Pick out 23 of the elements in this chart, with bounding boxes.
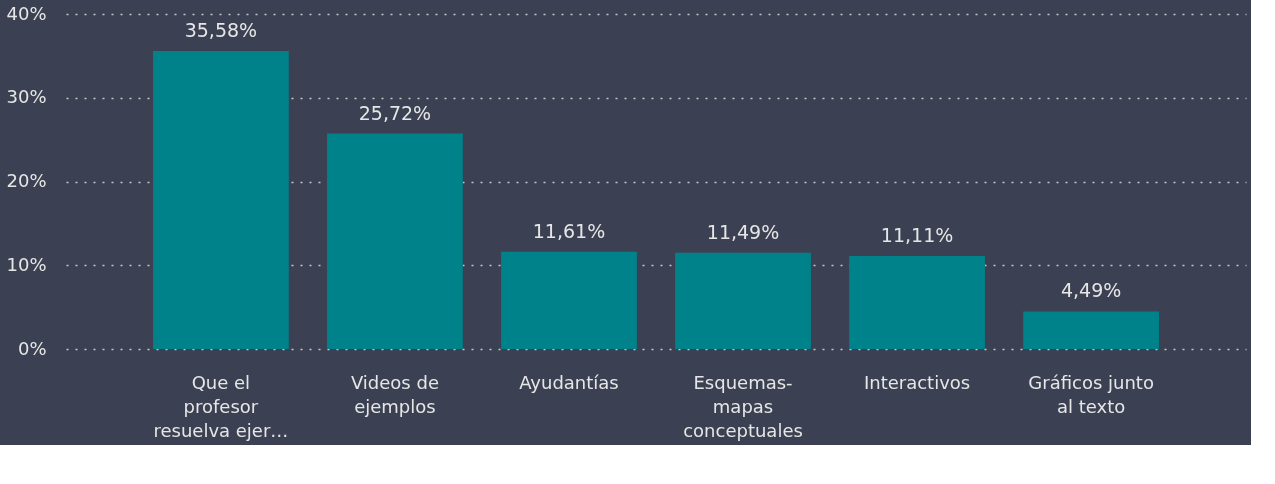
- bar: [675, 252, 811, 349]
- x-tick-label: Esquemas-mapas conceptuales: [683, 371, 803, 441]
- data-label: 35,58%: [184, 19, 258, 42]
- data-label: 4,49%: [1060, 279, 1122, 302]
- data-label: 11,49%: [706, 220, 780, 243]
- y-tick-label: 40%: [6, 2, 47, 24]
- y-tick-label: 30%: [6, 86, 47, 108]
- bar: [153, 51, 289, 349]
- data-label: 25,72%: [358, 101, 432, 124]
- y-tick-label: 0%: [17, 337, 47, 359]
- data-label: 11,11%: [880, 223, 954, 246]
- x-tick-label: Interactivos: [863, 371, 971, 393]
- x-tick-label: Que el profesor resuelva ejer…: [153, 371, 289, 441]
- bar: [327, 133, 463, 349]
- bar: [849, 255, 985, 349]
- x-tick-label: Videos de ejemplos: [350, 371, 439, 417]
- bar: [501, 251, 637, 349]
- y-tick-label: 20%: [6, 170, 47, 191]
- x-tick-label: Gráficos junto al texto: [1028, 371, 1154, 417]
- data-label: 11,61%: [532, 219, 606, 242]
- y-tick-label: 10%: [6, 253, 47, 275]
- x-tick-label: Ayudantías: [519, 371, 619, 393]
- bar: [1023, 311, 1159, 349]
